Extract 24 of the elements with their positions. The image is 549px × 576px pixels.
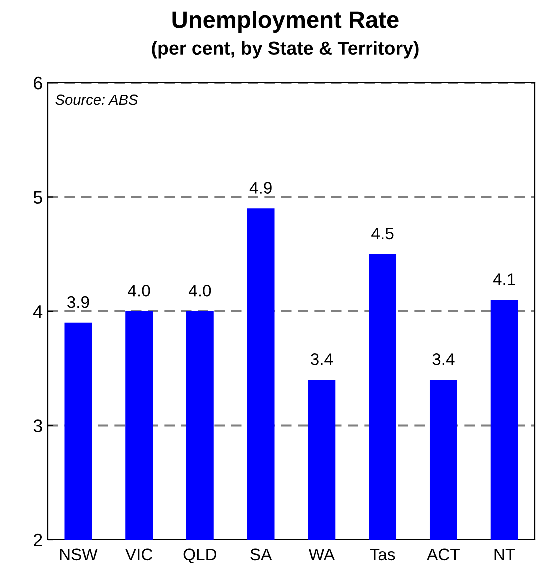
annotation: Source: ABS xyxy=(56,94,138,106)
data-label: 4.9 xyxy=(250,182,272,194)
data-label: 4.5 xyxy=(372,228,394,240)
x-tick-label: VIC xyxy=(125,548,153,561)
chart-title: Unemployment Rate xyxy=(172,10,399,34)
data-label: 3.9 xyxy=(67,296,90,308)
x-tick-label: WA xyxy=(308,548,336,560)
data-label: 4.1 xyxy=(493,274,516,286)
y-tick-label: 4 xyxy=(34,306,43,318)
data-label: 4.0 xyxy=(188,284,212,297)
y-tick-label: 3 xyxy=(34,420,42,432)
x-tick-label: Tas xyxy=(370,548,396,561)
x-tick-label: QLD xyxy=(184,548,217,564)
chart-subtitle: (per cent, by State & Territory) xyxy=(152,41,419,59)
y-tick-label: 6 xyxy=(34,76,42,90)
x-tick-label: NSW xyxy=(60,548,98,561)
data-label: 3.4 xyxy=(310,354,334,366)
y-tick-label: 5 xyxy=(34,191,42,204)
x-tick-label: ACT xyxy=(427,548,460,561)
y-tick-label: 2 xyxy=(34,534,42,547)
data-label: 4.0 xyxy=(128,284,150,297)
x-tick-label: SA xyxy=(250,548,272,561)
x-tick-label: NT xyxy=(494,548,516,560)
data-label: 3.4 xyxy=(432,354,455,366)
